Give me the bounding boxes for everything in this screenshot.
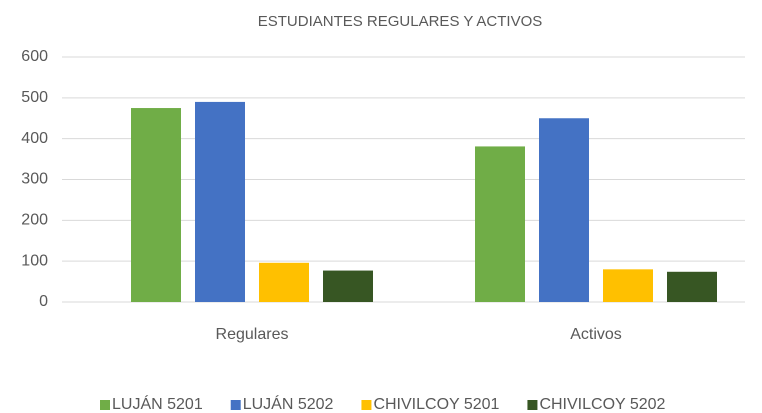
- legend-label: LUJÁN 5202: [243, 394, 334, 413]
- y-tick-label: 300: [21, 171, 48, 188]
- y-tick-label: 400: [21, 130, 48, 147]
- bar: [131, 108, 181, 303]
- legend-swatch: [230, 400, 241, 410]
- bar: [323, 270, 373, 302]
- y-tick-label: 200: [21, 212, 48, 229]
- bar: [195, 101, 245, 303]
- y-tick-label: 500: [21, 89, 48, 106]
- y-tick-label: 0: [39, 293, 48, 310]
- bar: [259, 262, 309, 302]
- bar: [603, 269, 653, 302]
- legend-swatch: [100, 400, 110, 410]
- bar: [667, 271, 717, 302]
- legend-label: LUJÁN 5201: [112, 394, 203, 413]
- legend-swatch: [527, 400, 538, 410]
- x-tick-label: Activos: [570, 326, 622, 343]
- legend-label: CHIVILCOY 5201: [373, 396, 499, 413]
- legend-label: CHIVILCOY 5202: [539, 396, 665, 413]
- legend-swatch: [361, 400, 372, 410]
- bar: [475, 146, 525, 302]
- x-tick-label: Regulares: [216, 326, 289, 343]
- chart-title: ESTUDIANTES REGULARES Y ACTIVOS: [258, 13, 543, 30]
- y-tick-label: 600: [21, 48, 48, 65]
- y-tick-label: 100: [21, 252, 48, 269]
- bar: [539, 118, 589, 302]
